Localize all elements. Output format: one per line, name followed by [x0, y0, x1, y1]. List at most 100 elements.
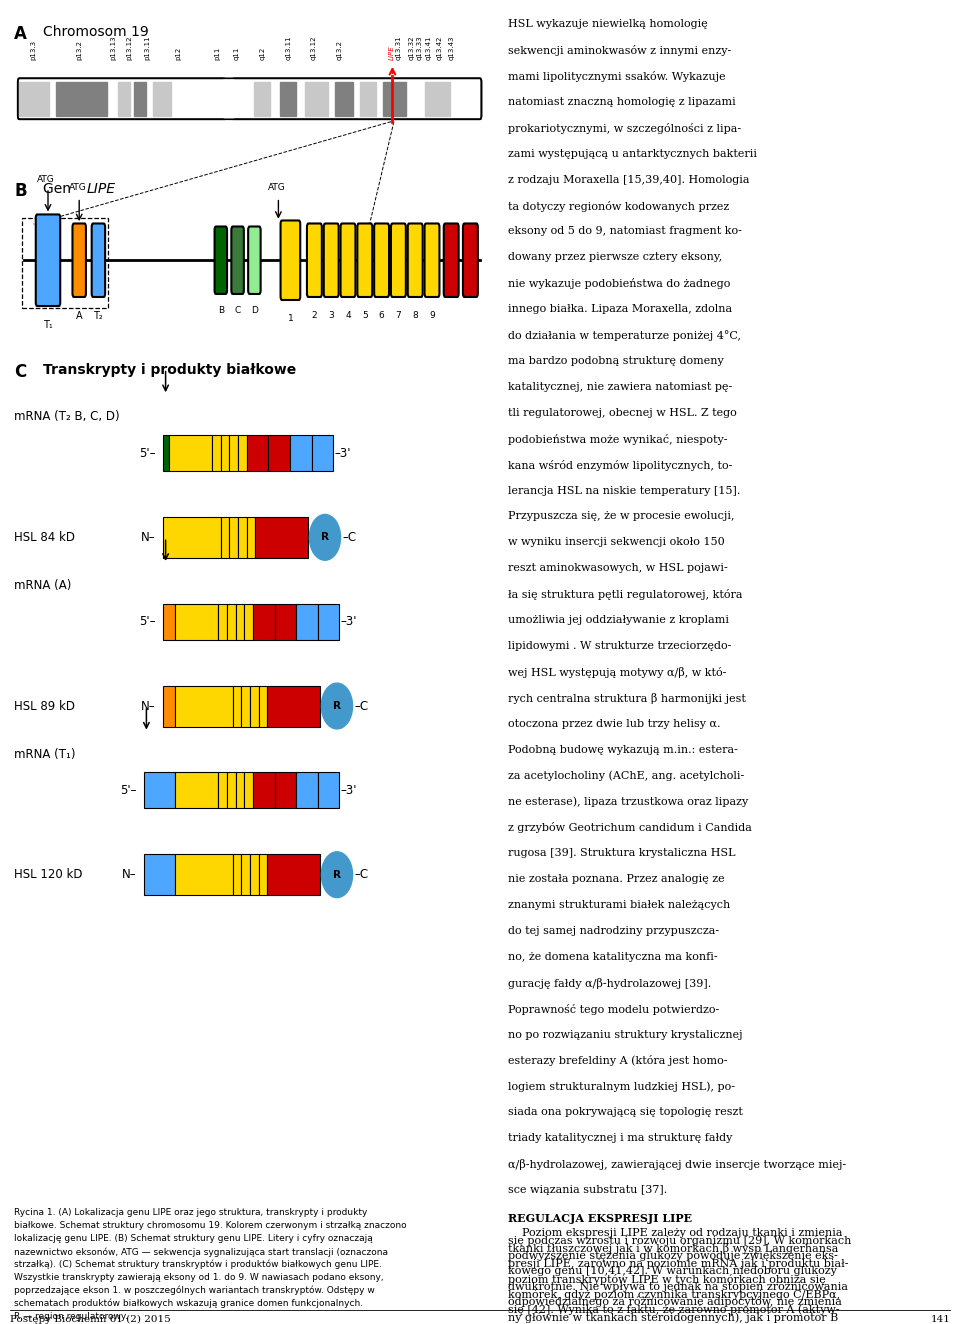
Text: HSL 84 kD: HSL 84 kD [14, 531, 76, 544]
Bar [244, 772, 252, 809]
Text: 2: 2 [312, 311, 317, 320]
Text: mRNA (T₂ B, C, D): mRNA (T₂ B, C, D) [14, 410, 120, 424]
Text: LIPE: LIPE [86, 181, 115, 196]
Text: mRNA (A): mRNA (A) [14, 579, 72, 592]
Text: kana wśród enzymów lipolitycznych, to-: kana wśród enzymów lipolitycznych, to- [509, 459, 732, 470]
Text: wej HSL występują motywy α/β, w któ-: wej HSL występują motywy α/β, w któ- [509, 667, 727, 678]
Bar [212, 434, 221, 471]
Text: p13.11: p13.11 [144, 36, 151, 60]
Bar [227, 772, 235, 809]
Bar [247, 434, 268, 471]
Bar [238, 434, 247, 471]
Bar [229, 434, 238, 471]
Bar [241, 854, 250, 895]
Text: umożliwia jej oddziaływanie z kroplami: umożliwia jej oddziaływanie z kroplami [509, 616, 730, 625]
Text: Rycina 1. (A) Lokalizacja genu LIPE oraz jego struktura, transkrypty i produkty: Rycina 1. (A) Lokalizacja genu LIPE oraz… [14, 1209, 368, 1217]
Bar [235, 604, 244, 639]
Text: rugosa [39]. Struktura krystaliczna HSL: rugosa [39]. Struktura krystaliczna HSL [509, 849, 736, 858]
Text: natomiast znaczną homologię z lipazami: natomiast znaczną homologię z lipazami [509, 97, 736, 107]
Bar [175, 604, 218, 639]
Bar [296, 604, 318, 639]
Text: HSL 120 kD: HSL 120 kD [14, 869, 83, 882]
Text: q13.32: q13.32 [409, 36, 415, 60]
Bar [258, 854, 267, 895]
Text: q13.33: q13.33 [417, 36, 422, 60]
Bar [318, 772, 339, 809]
Bar [144, 854, 175, 895]
Bar [221, 434, 229, 471]
Text: z rodzaju Moraxella [15,39,40]. Homologia: z rodzaju Moraxella [15,39,40]. Homologi… [509, 175, 750, 184]
Text: poprzedzające ekson 1. w poszczególnych wariantach transkryptów. Odstępy w: poprzedzające ekson 1. w poszczególnych … [14, 1286, 375, 1295]
Text: się [42]. Wynika to z faktu, że zarówno promotor A (aktyw-: się [42]. Wynika to z faktu, że zarówno … [509, 1304, 840, 1315]
Bar [232, 686, 241, 727]
Bar [360, 82, 376, 115]
Text: esterazy brefeldiny A (która jest homo-: esterazy brefeldiny A (która jest homo- [509, 1055, 728, 1066]
Text: odpowiedzialnego za różnicowanie adipocytów, nie zmienia: odpowiedzialnego za różnicowanie adipocy… [509, 1296, 842, 1307]
Text: LIPE: LIPE [389, 45, 395, 60]
Bar [153, 82, 171, 115]
Text: do tej samej nadrodziny przypuszcza-: do tej samej nadrodziny przypuszcza- [509, 925, 720, 936]
Bar [175, 854, 232, 895]
Text: ma bardzo podobną strukturę domeny: ma bardzo podobną strukturę domeny [509, 356, 724, 365]
FancyBboxPatch shape [444, 224, 459, 297]
Text: A: A [14, 25, 27, 44]
Text: nazewnictwo eksonów, ATG — sekwencja sygnalizująca start translacji (oznaczona: nazewnictwo eksonów, ATG — sekwencja syg… [14, 1247, 389, 1256]
Text: nie wykazuje podobieństwa do żadnego: nie wykazuje podobieństwa do żadnego [509, 278, 731, 290]
Text: ła się struktura pętli regulatorowej, która: ła się struktura pętli regulatorowej, kt… [509, 589, 743, 600]
Text: C: C [14, 363, 27, 380]
Text: do działania w temperaturze poniżej 4°C,: do działania w temperaturze poniżej 4°C, [509, 330, 741, 342]
Bar [311, 434, 333, 471]
FancyBboxPatch shape [357, 224, 372, 297]
FancyBboxPatch shape [324, 224, 339, 297]
Bar [383, 82, 406, 115]
Bar [267, 686, 320, 727]
Text: ATG: ATG [69, 183, 86, 192]
Bar [163, 604, 175, 639]
Text: mRNA (T₁): mRNA (T₁) [14, 748, 76, 761]
Bar [275, 604, 296, 639]
FancyBboxPatch shape [248, 226, 261, 294]
Bar [163, 434, 169, 471]
Ellipse shape [221, 75, 237, 122]
FancyBboxPatch shape [463, 224, 478, 297]
Text: –C: –C [343, 531, 357, 544]
Bar [134, 82, 146, 115]
Text: –3': –3' [334, 446, 351, 459]
Bar [252, 772, 275, 809]
Text: lipidowymi . W strukturze trzeciorzędo-: lipidowymi . W strukturze trzeciorzędo- [509, 641, 732, 651]
Bar [218, 604, 227, 639]
Text: nie została poznana. Przez analogię ze: nie została poznana. Przez analogię ze [509, 874, 725, 884]
Bar [118, 82, 130, 115]
Text: 5: 5 [362, 311, 368, 320]
Ellipse shape [322, 851, 352, 898]
Bar [163, 516, 221, 557]
Text: mami lipolitycznymi ssaków. Wykazuje: mami lipolitycznymi ssaków. Wykazuje [509, 71, 726, 82]
Text: lokalizację genu LIPE. (B) Schemat struktury genu LIPE. Litery i cyfry oznaczają: lokalizację genu LIPE. (B) Schemat struk… [14, 1234, 373, 1243]
FancyBboxPatch shape [36, 214, 60, 306]
Text: 8: 8 [413, 311, 418, 320]
Text: –C: –C [354, 869, 369, 882]
FancyBboxPatch shape [231, 226, 244, 294]
Text: HSL wykazuje niewielką homologię: HSL wykazuje niewielką homologię [509, 20, 708, 29]
Text: za acetylocholiny (AChE, ang. acetylcholi-: za acetylocholiny (AChE, ang. acetylchol… [509, 771, 745, 781]
Text: Postępy Biochemii 61 (2) 2015: Postępy Biochemii 61 (2) 2015 [10, 1315, 170, 1324]
Text: sce wiązania substratu [37].: sce wiązania substratu [37]. [509, 1185, 668, 1196]
Text: q13.42: q13.42 [437, 36, 443, 60]
Text: gurację fałdy α/β-hydrolazowej [39].: gurację fałdy α/β-hydrolazowej [39]. [509, 977, 711, 989]
Bar [254, 82, 271, 115]
Text: p13.2: p13.2 [76, 40, 83, 60]
Text: N–: N– [141, 699, 156, 712]
FancyBboxPatch shape [424, 224, 440, 297]
Text: sekwencji aminokwasów z innymi enzy-: sekwencji aminokwasów z innymi enzy- [509, 45, 732, 56]
Text: białkowe. Schemat struktury chromosomu 19. Kolorem czerwonym i strzałką znaczono: białkowe. Schemat struktury chromosomu 1… [14, 1221, 407, 1230]
Text: q13.31: q13.31 [396, 36, 401, 60]
FancyBboxPatch shape [408, 224, 422, 297]
Bar [255, 516, 308, 557]
Text: q11: q11 [233, 46, 240, 60]
Text: HSL 89 kD: HSL 89 kD [14, 699, 76, 712]
Bar [318, 604, 339, 639]
Text: Chromosom 19: Chromosom 19 [43, 25, 149, 40]
Text: otoczona przez dwie lub trzy helisy α.: otoczona przez dwie lub trzy helisy α. [509, 719, 721, 728]
Text: Gen: Gen [43, 181, 76, 196]
Text: ta dotyczy regionów kodowanych przez: ta dotyczy regionów kodowanych przez [509, 201, 730, 212]
